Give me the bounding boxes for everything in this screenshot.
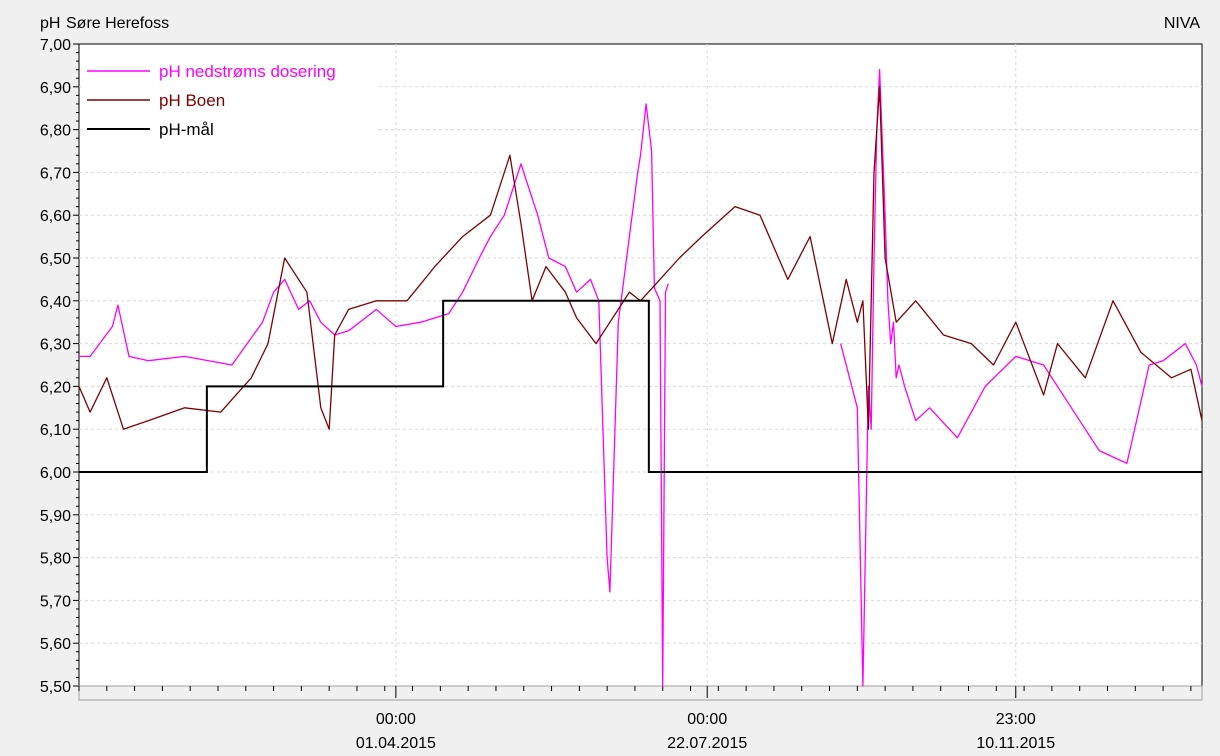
y-tick-label: 6,60 [40, 208, 71, 225]
y-tick-label: 6,20 [40, 379, 71, 396]
y-tick-label: 6,50 [40, 251, 71, 268]
y-tick-label: 7,00 [40, 37, 71, 54]
y-tick-label: 6,10 [40, 422, 71, 439]
y-tick-label: 6,90 [40, 80, 71, 97]
y-tick-label: 5,70 [40, 593, 71, 610]
x-axis: 00:00 01.04.2015 00:00 22.07.2015 23:00 10.11… [78, 685, 1203, 752]
series-line-target [79, 299, 1202, 473]
station-name: Søre Herefoss [66, 15, 169, 32]
legend-label: pH-mål [159, 120, 214, 139]
legend-label: pH nedstrøms dosering [159, 62, 336, 81]
series-line-1 [78, 86, 1203, 430]
y-axis: 7,00 6,90 6,80 6,70 6,60 6,50 6,40 6,30 6,20 6,10… [40, 37, 79, 696]
x-tick-time-label: 00:00 [687, 711, 727, 728]
y-tick-label: 5,60 [40, 636, 71, 653]
legend-label: pH Boen [159, 91, 225, 110]
x-tick-time-label: 00:00 [376, 711, 416, 728]
y-tick-label: 6,70 [40, 165, 71, 182]
legend: pH nedstrøms dosering pH Boen pH-mål [83, 50, 377, 145]
y-tick-label: 6,40 [40, 294, 71, 311]
y-tick-label: 5,90 [40, 508, 71, 525]
x-tick-date-label: 01.04.2015 [356, 735, 436, 752]
x-axis-band [78, 685, 1203, 701]
series-line-0 [79, 103, 669, 687]
y-tick-label: 6,30 [40, 337, 71, 354]
x-tick-time-label: 23:00 [996, 711, 1036, 728]
series-line-0-part2 [839, 69, 1203, 687]
y-tick-label: 6,00 [40, 465, 71, 482]
x-tick-date-label: 22.07.2015 [667, 735, 747, 752]
x-tick-date-label: 10.11.2015 [976, 735, 1055, 752]
y-tick-label: 5,80 [40, 551, 71, 568]
brand-label: NIVA [1164, 15, 1200, 32]
series-group [78, 69, 1203, 687]
y-tick-label: 5,50 [40, 679, 71, 696]
y-axis-unit-label: pH [40, 15, 60, 32]
y-tick-label: 6,80 [40, 123, 71, 140]
